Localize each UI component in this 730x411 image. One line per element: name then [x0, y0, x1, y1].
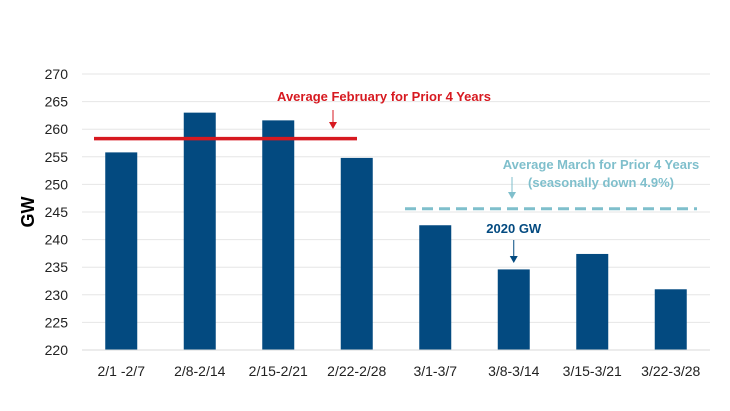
y-tick-label: 250: [45, 176, 69, 192]
y-tick-label: 235: [45, 259, 69, 275]
bar-6: [497, 269, 530, 350]
x-axis-ticks: 2/1 -2/7 2/8-2/14 2/15-2/21 2/22-2/28 3/1-3/…: [98, 363, 701, 379]
y-tick-label: 230: [45, 287, 69, 303]
bar-8: [654, 289, 687, 350]
y-axis-ticks: 220 225 230 235 240 245 250 255 260 265 270: [45, 66, 69, 358]
reference-lines: Average February for Prior 4 Years Averag…: [94, 89, 700, 211]
y-tick-label: 270: [45, 66, 69, 82]
bar-4: [340, 157, 373, 350]
x-tick-label: 3/22-3/28: [641, 363, 700, 379]
bar-2: [183, 112, 216, 350]
annotation-arrow-head: [509, 256, 518, 263]
bar-3: [262, 120, 295, 350]
annotations: 2020 GW: [486, 221, 542, 263]
bars: [105, 112, 687, 350]
x-tick-label: 3/15-3/21: [563, 363, 622, 379]
grid-lines: [82, 73, 710, 323]
y-tick-label: 240: [45, 232, 69, 248]
y-tick-label: 255: [45, 149, 69, 165]
mar-average-label: Average March for Prior 4 Years: [503, 157, 700, 172]
x-tick-label: 2/8-2/14: [174, 363, 226, 379]
mar-average-sublabel: (seasonally down 4.9%): [528, 175, 674, 190]
bar-7: [576, 253, 609, 350]
feb-arrow-head: [329, 122, 337, 129]
annotation-2020-gw: 2020 GW: [486, 221, 542, 236]
y-tick-label: 225: [45, 314, 69, 330]
y-tick-label: 220: [45, 342, 69, 358]
x-tick-label: 2/22-2/28: [327, 363, 386, 379]
mar-arrow-head: [508, 192, 516, 199]
x-tick-label: 3/8-3/14: [488, 363, 540, 379]
bar-5: [419, 225, 452, 350]
feb-average-label: Average February for Prior 4 Years: [277, 89, 491, 104]
x-tick-label: 3/1-3/7: [413, 363, 457, 379]
y-tick-label: 265: [45, 94, 69, 110]
x-tick-label: 2/1 -2/7: [98, 363, 146, 379]
bar-1: [105, 152, 138, 350]
y-axis-label: GW: [18, 196, 38, 227]
y-tick-label: 260: [45, 121, 69, 137]
y-tick-label: 245: [45, 204, 69, 220]
x-tick-label: 2/15-2/21: [249, 363, 308, 379]
